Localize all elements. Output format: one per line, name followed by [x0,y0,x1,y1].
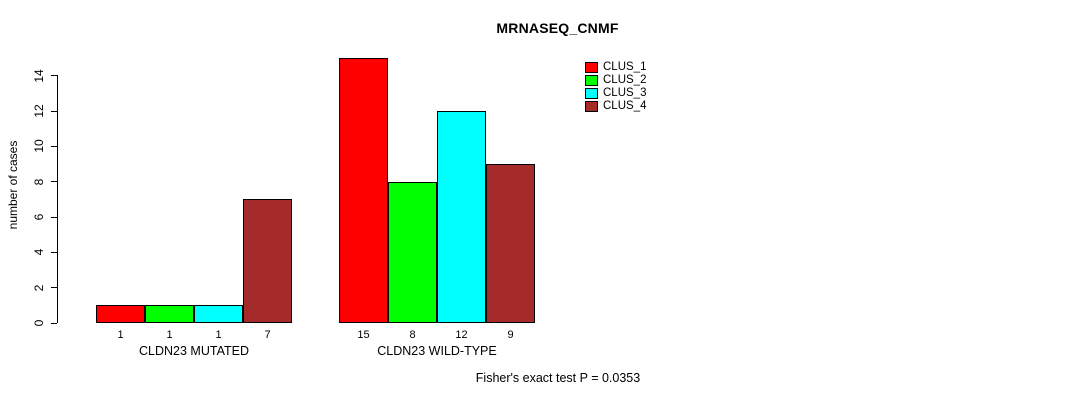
bar-value-label: 7 [264,329,271,341]
legend-item: CLUS_3 [585,87,646,100]
y-axis-tick-label: 2 [32,284,46,291]
y-axis-tick-label: 10 [32,139,46,154]
y-axis-tick-label: 4 [32,248,46,256]
y-axis-label: number of cases [6,140,20,230]
y-axis-tick [51,287,57,289]
bar-value-label: 1 [215,329,222,341]
y-axis-tick-label: 14 [32,68,46,83]
legend-label: CLUS_1 [603,61,647,73]
bar-clus_1-group2 [339,58,388,323]
y-axis-tick-label: 6 [32,213,46,221]
legend-label: CLUS_3 [603,87,647,99]
bar-clus_4-group2 [486,164,535,323]
bar-value-label: 12 [455,329,468,341]
fisher-test-annotation: Fisher's exact test P = 0.0353 [475,371,641,385]
bar-value-label: 9 [507,329,514,341]
y-axis-line [57,75,58,323]
bar-value-label: 8 [409,329,416,341]
legend: CLUS_1 CLUS_2 CLUS_3 CLUS_4 [585,61,646,113]
y-axis-tick [51,181,57,183]
legend-label: CLUS_2 [603,74,647,86]
x-axis-group-label: CLDN23 WILD-TYPE [377,344,497,358]
bar-clus_2-group2 [388,181,437,323]
legend-item: CLUS_4 [585,100,646,113]
y-axis-tick [51,110,57,112]
y-axis-tick [51,251,57,253]
bar-clus_3-group1 [194,305,243,323]
y-axis-tick-label: 0 [32,319,46,327]
y-axis-tick [51,75,57,77]
legend-swatch-clus_4 [585,101,598,112]
legend-item: CLUS_1 [585,61,646,74]
chart-title: MRNASEQ_CNMF [496,20,619,36]
bar-clus_3-group2 [437,111,486,323]
y-axis-tick [51,216,57,218]
bar-value-label: 1 [117,329,124,341]
bar-clus_4-group1 [243,199,292,323]
bar-clus_2-group1 [145,305,194,323]
x-axis-group-label: CLDN23 MUTATED [139,344,249,358]
legend-item: CLUS_2 [585,74,646,87]
legend-swatch-clus_2 [585,75,598,86]
bar-value-label: 1 [166,329,173,341]
legend-swatch-clus_3 [585,88,598,99]
legend-swatch-clus_1 [585,62,598,73]
bar-clus_1-group1 [96,305,145,323]
y-axis-tick-label: 12 [32,104,46,118]
legend-label: CLUS_4 [603,100,647,112]
y-axis-tick-label: 8 [32,178,46,185]
y-axis-tick [51,322,57,324]
y-axis-tick [51,145,57,147]
bar-value-label: 15 [357,329,370,341]
